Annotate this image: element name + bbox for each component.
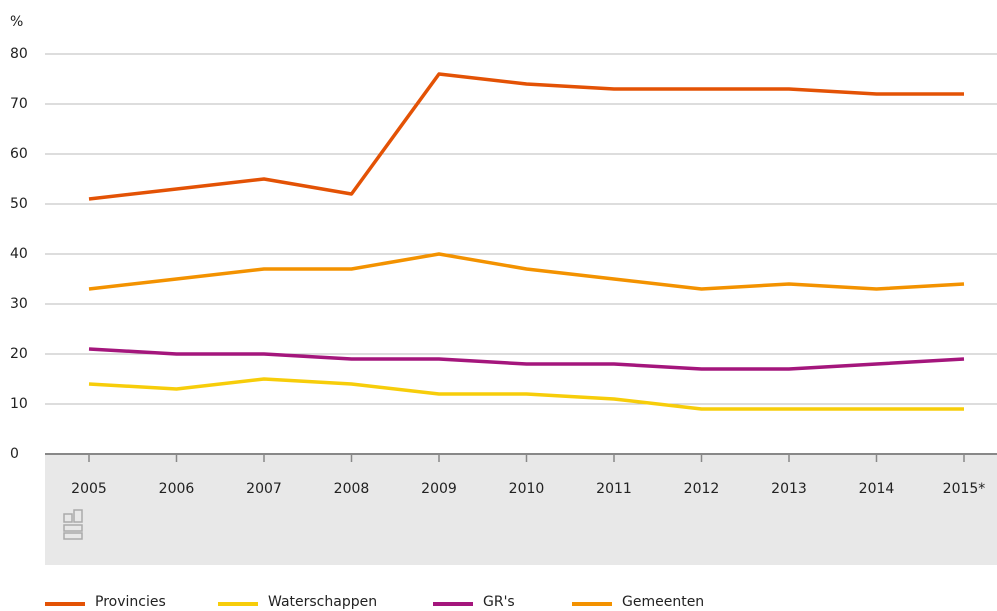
x-axis-band: [45, 454, 997, 565]
y-tick-label: 20: [10, 346, 28, 362]
y-tick-label: 0: [10, 446, 19, 462]
y-tick-label: 50: [10, 196, 28, 212]
legend-label: GR's: [483, 594, 515, 610]
y-tick-label: 40: [10, 246, 28, 262]
x-tick-label: 2014: [859, 481, 895, 497]
x-tick-label: 2009: [421, 481, 457, 497]
x-tick-label: 2006: [159, 481, 195, 497]
series-line: [88, 377, 964, 411]
y-tick-label: 60: [10, 146, 28, 162]
y-tick-label: 10: [10, 396, 28, 412]
x-tick-label: 2012: [684, 481, 720, 497]
legend-label: Provincies: [95, 594, 166, 610]
legend-label: Gemeenten: [622, 594, 704, 610]
x-tick-label: 2013: [771, 481, 807, 497]
series-line: [88, 72, 964, 201]
x-tick-label: 2005: [71, 481, 107, 497]
y-tick-label: 80: [10, 46, 28, 62]
logo: [63, 509, 83, 540]
series-line: [88, 347, 965, 371]
series-line: [88, 252, 965, 291]
y-axis-label: %: [10, 14, 23, 30]
x-tick-label: 2007: [246, 481, 282, 497]
x-tick-label: 2015*: [943, 481, 986, 497]
y-tick-label: 30: [10, 296, 28, 312]
y-tick-label: 70: [10, 96, 28, 112]
x-tick-label: 2008: [334, 481, 370, 497]
x-tick-label: 2011: [596, 481, 632, 497]
x-tick-label: 2010: [509, 481, 545, 497]
legend-label: Waterschappen: [268, 594, 377, 610]
